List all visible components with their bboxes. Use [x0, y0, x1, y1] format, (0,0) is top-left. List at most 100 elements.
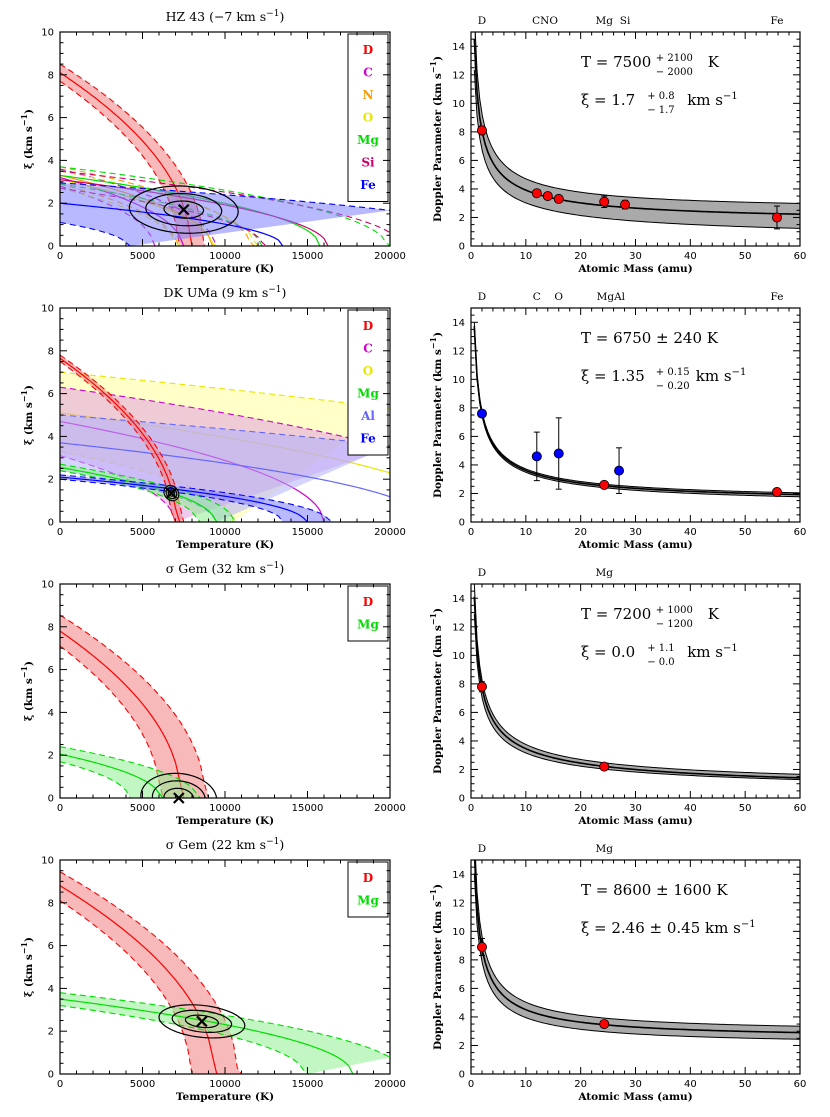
y-tick-label: 0: [48, 518, 54, 529]
legend-entry: C: [363, 66, 373, 80]
y-tick-label: 2: [459, 489, 465, 500]
annotation-xi-unit-sup: −1: [723, 643, 738, 654]
y-tick-label: 8: [459, 127, 465, 138]
series-bound-p3L-0-1: [60, 645, 164, 798]
element-label: Si: [620, 15, 631, 27]
element-label: CNO: [532, 15, 558, 27]
band-edge-1: [473, 873, 800, 1040]
x-tick-label: 0: [57, 1079, 63, 1090]
uncertainty-band: [474, 32, 800, 229]
x-tick-label: 20000: [374, 527, 406, 538]
y-tick-label: 8: [459, 955, 465, 966]
x-tick-label: 15000: [292, 803, 324, 814]
x-tick-label: 50: [739, 251, 752, 262]
contour-p1L-0: [128, 185, 239, 234]
data-point: [599, 479, 610, 490]
x-tick-label: 10: [519, 1079, 532, 1090]
plot-area: [60, 871, 390, 1074]
y-tick-label: 8: [48, 622, 54, 633]
series-bound-p1L-4-0: [60, 166, 390, 246]
panel-title-end: ): [282, 285, 287, 300]
x-tick-label: 40: [684, 251, 697, 262]
legend-box: [347, 33, 389, 202]
series-line-p4L-0: [60, 885, 218, 1074]
plot-area: [473, 860, 800, 1040]
y-axis-label-sup: −1: [19, 942, 29, 954]
annotation-xi: ξ = 1.7: [581, 91, 635, 109]
legend-box: [347, 585, 389, 642]
annotation-xi-unit-sup: −1: [732, 367, 747, 378]
y-tick-label: 6: [48, 941, 54, 952]
legend-box: [347, 309, 389, 456]
legend-entry: Mg: [357, 133, 379, 147]
series-line-p4L-1: [60, 998, 354, 1074]
panel-title-text: σ Gem (32 km s: [166, 561, 266, 576]
best-fit-marker: [196, 1015, 208, 1028]
x-tick-label: 40: [684, 803, 697, 814]
plot-area: [473, 584, 800, 781]
x-tick-label: 10000: [209, 527, 241, 538]
y-tick-label: 10: [452, 99, 465, 110]
y-axis-label-sup: −1: [19, 666, 29, 678]
annotation-xi-minus: − 0.0: [647, 657, 674, 668]
y-tick-label: 12: [452, 346, 465, 357]
series-bound-p1L-5-0: [60, 170, 390, 234]
y-tick-label: 0: [48, 1070, 54, 1081]
x-tick-label: 60: [794, 1079, 807, 1090]
series-bound-p1L-2-0: [60, 166, 255, 246]
contour-p3L-1: [151, 780, 206, 798]
y-tick-label: 2: [459, 765, 465, 776]
y-axis-label-sup: −1: [428, 889, 438, 901]
series-bound-p2L-1-0: [60, 386, 390, 449]
annotation-xi-plus: + 0.15: [656, 367, 690, 378]
annotation-xi-unit-text: km s: [687, 643, 723, 661]
y-axis-label: Doppler Parameter (km s−1): [428, 884, 444, 1050]
annotation-xi-value: ξ = 1.35: [581, 367, 645, 385]
y-tick-label: 2: [48, 475, 54, 486]
data-point: [476, 125, 487, 136]
annotation-temperature: T = 7200: [581, 605, 651, 623]
legend-entry: D: [363, 319, 373, 333]
y-tick-label: 10: [452, 927, 465, 938]
series-bound-p4L-0-0: [60, 871, 242, 1074]
series-bound-p4L-0-1: [60, 900, 193, 1074]
y-tick-label: 0: [48, 242, 54, 253]
x-tick-label: 10000: [209, 803, 241, 814]
panel-title-end: ): [279, 9, 284, 24]
x-tick-label: 20000: [374, 1079, 406, 1090]
y-axis-label: Doppler Parameter (km s−1): [428, 332, 444, 498]
best-fit-curve: [473, 326, 800, 496]
series-bound-p2L-3-1: [60, 361, 177, 522]
series-bound-p3L-1-1: [60, 761, 131, 798]
y-tick-label: 8: [48, 70, 54, 81]
series-bound-p1L-6-1: [60, 221, 131, 246]
x-tick-label: 0: [468, 251, 474, 262]
legend-entry: Mg: [357, 618, 379, 632]
y-tick-label: 4: [48, 432, 54, 443]
y-tick-label: 8: [459, 403, 465, 414]
y-tick-label: 0: [459, 794, 465, 805]
y-tick-label: 12: [452, 70, 465, 81]
y-tick-label: 10: [452, 375, 465, 386]
annotation-xi: ξ = 2.46 ± 0.45 km s−1: [581, 919, 756, 937]
y-axis-label-end: ): [432, 608, 444, 613]
element-label: Fe: [771, 15, 784, 27]
band-p4L-0: [60, 871, 242, 1074]
x-tick-label: 10000: [209, 251, 241, 262]
series-line-p3L-1: [60, 753, 164, 798]
band-edge-0: [473, 584, 800, 775]
annotation-t-unit: K: [708, 605, 720, 623]
contour-p4L-2: [184, 1014, 220, 1029]
panel-title-sup: −1: [266, 9, 279, 19]
panel-title-text: HZ 43 (−7 km s: [166, 9, 267, 24]
legend-entry: D: [363, 43, 373, 57]
annotation-xi-unit: km s−1: [687, 91, 738, 109]
band-edge-1: [473, 614, 800, 781]
series-bound-p3L-0-0: [60, 614, 210, 798]
y-tick-label: 4: [48, 156, 54, 167]
x-tick-label: 50: [739, 803, 752, 814]
element-label: C: [533, 291, 541, 303]
annotation-t-value: T = 7500: [581, 53, 651, 71]
contour-p2L-0: [163, 484, 180, 502]
x-axis-label: Atomic Mass (amu): [577, 539, 692, 551]
